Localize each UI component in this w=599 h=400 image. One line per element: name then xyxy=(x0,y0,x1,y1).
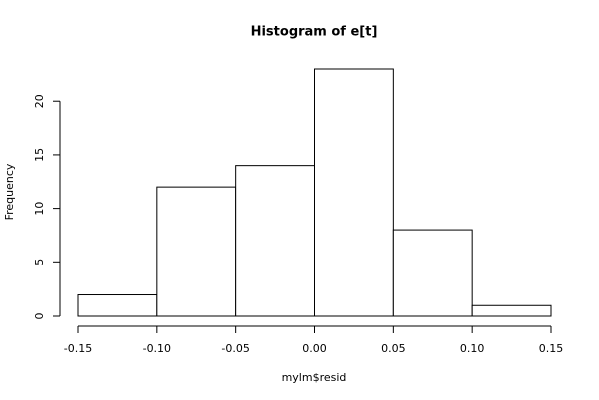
bar xyxy=(77,294,158,317)
bar xyxy=(314,68,394,317)
bar xyxy=(471,304,552,317)
bar xyxy=(392,229,473,317)
bar xyxy=(156,186,237,317)
chart-title: Histogram of e[t] xyxy=(251,25,378,40)
x-tick-label: -0.15 xyxy=(64,342,92,355)
x-axis-label: mylm$resid xyxy=(282,371,347,384)
bar xyxy=(235,165,316,317)
y-tick-label: 0 xyxy=(33,313,46,320)
y-axis-label: Frequency xyxy=(3,163,16,220)
y-tick-label: 10 xyxy=(33,202,46,216)
x-tick-label: -0.10 xyxy=(143,342,171,355)
x-tick-label: 0.05 xyxy=(381,342,406,355)
y-tick-label: 20 xyxy=(33,94,46,108)
x-tick-label: -0.05 xyxy=(221,342,249,355)
x-tick-label: 0.15 xyxy=(539,342,564,355)
y-tick-label: 15 xyxy=(33,148,46,162)
y-tick-label: 5 xyxy=(33,259,46,266)
x-tick-label: 0.10 xyxy=(460,342,485,355)
x-tick-label: 0.00 xyxy=(302,342,327,355)
